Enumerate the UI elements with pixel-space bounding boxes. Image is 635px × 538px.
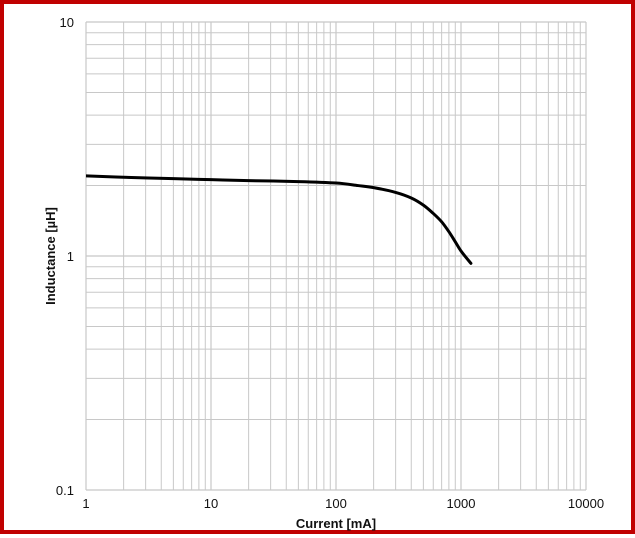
x-tick-label: 1000 xyxy=(447,496,476,511)
x-tick-label: 10000 xyxy=(568,496,604,511)
inductance-curve xyxy=(86,174,473,265)
grid-lines xyxy=(85,21,587,491)
x-tick-label: 1 xyxy=(82,496,89,511)
series-layer xyxy=(86,174,473,265)
y-tick-label: 1 xyxy=(67,249,74,264)
y-tick-label: 0.1 xyxy=(56,483,74,498)
x-tick-label: 100 xyxy=(325,496,347,511)
inductance-vs-current-chart: 1 10 100 1000 10000 0.1 1 10 Current [mA] Induc… xyxy=(43,15,604,531)
y-axis-label: Inductance [µH] xyxy=(43,207,58,305)
tick-labels: 1 10 100 1000 10000 0.1 1 10 xyxy=(56,15,604,511)
y-tick-label: 10 xyxy=(60,15,74,30)
x-tick-label: 10 xyxy=(204,496,218,511)
x-axis-label: Current [mA] xyxy=(296,516,376,531)
